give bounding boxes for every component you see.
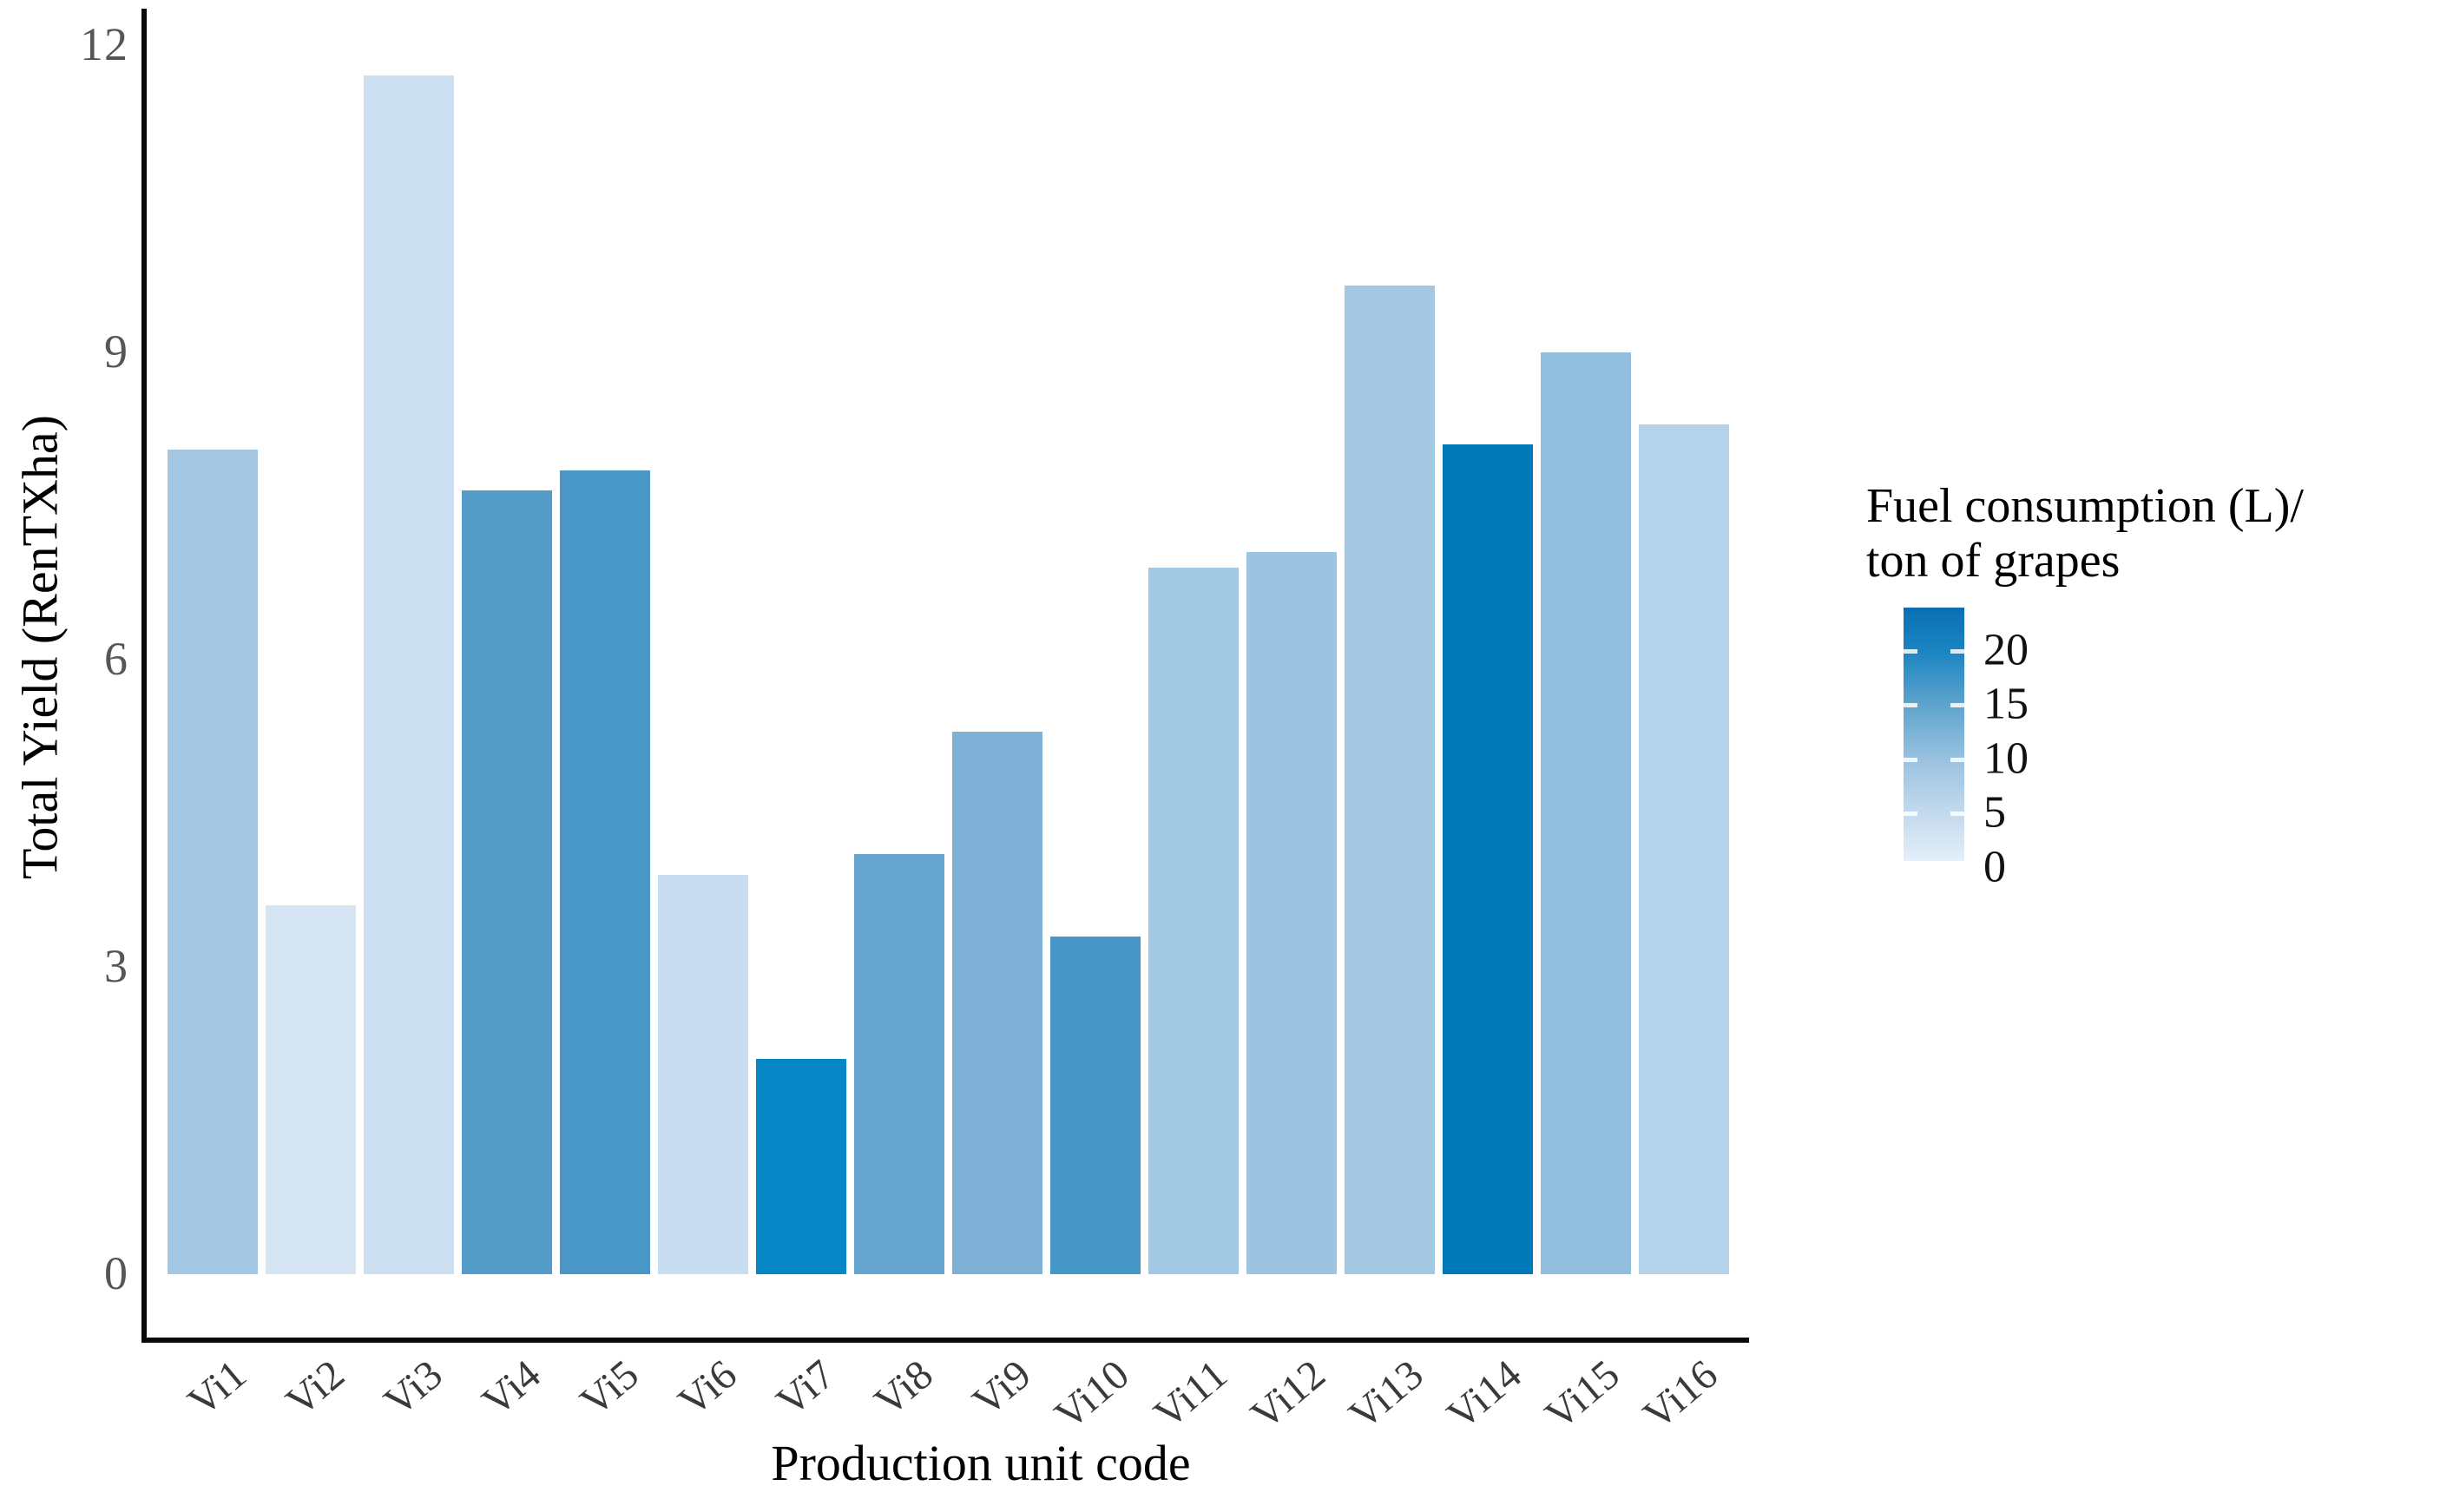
y-tick-label-9: 9 (104, 325, 128, 378)
legend-tick-label-0: 0 (1983, 842, 2006, 892)
bar-Vi16 (1639, 424, 1729, 1274)
bar-Vi11 (1148, 567, 1239, 1274)
bar-Vi10 (1050, 936, 1141, 1274)
legend-title-line1: Fuel consumption (L)/ (1866, 479, 2304, 533)
y-tick-label-3: 3 (104, 939, 128, 992)
legend-tick-label-20: 20 (1983, 625, 2029, 675)
legend-tick-label-15: 15 (1983, 679, 2029, 729)
colorbar-tickmark-left-20 (1904, 649, 1917, 654)
colorbar-tickmark-right-5 (1950, 812, 1964, 816)
x-axis-title: Production unit code (771, 1435, 1191, 1491)
legend-title-line2: ton of grapes (1866, 534, 2121, 588)
bar-Vi7 (756, 1059, 846, 1274)
colorbar-tickmark-left-5 (1904, 812, 1917, 816)
y-axis-line (141, 9, 147, 1343)
bar-Vi15 (1541, 352, 1631, 1274)
legend-colorbar (1904, 608, 1964, 861)
y-axis-title: Total Yield (RenTXha) (11, 415, 69, 879)
bar-Vi5 (560, 470, 650, 1274)
y-tick-label-12: 12 (80, 17, 128, 70)
colorbar-tickmark-left-15 (1904, 703, 1917, 707)
bar-Vi8 (854, 854, 944, 1274)
colorbar-tickmark-right-10 (1950, 758, 1964, 762)
bar-Vi14 (1443, 444, 1533, 1274)
colorbar-tickmark-right-20 (1950, 649, 1964, 654)
bar-Vi6 (658, 874, 748, 1274)
bar-Vi12 (1246, 552, 1337, 1274)
colorbar-tickmark-left-10 (1904, 758, 1917, 762)
legend-tick-label-5: 5 (1983, 787, 2006, 838)
bar-Vi13 (1345, 286, 1435, 1274)
bar-Vi9 (952, 731, 1042, 1274)
y-tick-label-6: 6 (104, 632, 128, 685)
bar-Vi2 (266, 905, 356, 1274)
colorbar-tickmark-right-15 (1950, 703, 1964, 707)
bar-Vi4 (462, 490, 552, 1274)
legend-title: Fuel consumption (L)/ ton of grapes (1866, 479, 2304, 588)
x-axis-line (141, 1338, 1749, 1343)
y-tick-label-0: 0 (104, 1246, 128, 1299)
legend-tick-label-10: 10 (1983, 733, 2029, 784)
bar-Vi1 (168, 450, 258, 1274)
bar-Vi3 (364, 76, 454, 1274)
